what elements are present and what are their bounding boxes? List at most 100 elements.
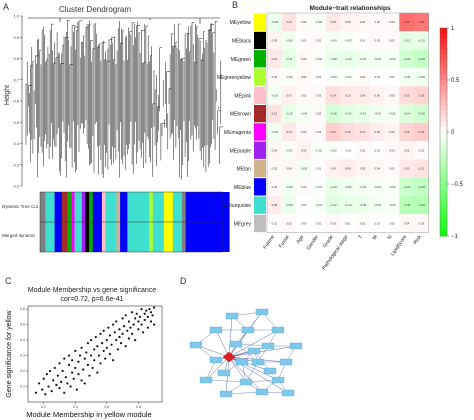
- panel-letter-a: A: [3, 2, 9, 12]
- heatmap-cell: [281, 159, 297, 178]
- network-edge: [205, 379, 247, 383]
- heatmap-cell: [340, 141, 356, 160]
- scatter-ylabel: Gene significance for yellow: [6, 309, 13, 397]
- heatmap-cell-value: −0.08: [359, 203, 367, 207]
- heatmap-cell: [369, 86, 385, 105]
- heatmap-cell-value: 0.02: [316, 112, 322, 116]
- heatmap-cell-value: 0.03: [389, 148, 395, 152]
- heatmap-cell-value: 0.03: [389, 93, 395, 97]
- heatmap-cell: [267, 86, 282, 105]
- heatmap-cell: [399, 13, 414, 32]
- heatmap-cell-value: −0.10: [330, 185, 338, 189]
- network-gene-node: [209, 356, 223, 364]
- heatmap-cell-value: 0.04: [404, 221, 410, 225]
- heatmap-cell: [384, 67, 400, 87]
- heatmap-cell: [267, 159, 282, 178]
- heatmap-cell-value: 0.08: [345, 167, 351, 171]
- heatmap-cell: [414, 31, 429, 50]
- heatmap-cell: [325, 86, 341, 105]
- heatmap-cell-value: 0.58: [419, 20, 425, 24]
- heatmap-cell: [267, 49, 282, 68]
- scatter-point: [45, 373, 49, 376]
- module-swatch: [254, 105, 266, 123]
- ytick-label: 0.2: [13, 184, 19, 189]
- scatter-point: [99, 362, 102, 365]
- heatmap-cell: [325, 67, 341, 87]
- scatter-point: [86, 342, 90, 345]
- trait-column-label: Fustat: [278, 234, 291, 249]
- module-swatch: [254, 159, 266, 178]
- colorbar-step: [440, 173, 447, 180]
- heatmap-cell-value: 0.03: [272, 185, 278, 189]
- network-gene-node: [271, 326, 285, 334]
- scatter-point: [82, 368, 85, 371]
- heatmap-cell: [340, 67, 356, 87]
- heatmap-cell: [267, 67, 282, 87]
- heatmap-cell-value: 0.03: [301, 57, 307, 61]
- dendrogram-tree: [25, 17, 224, 180]
- heatmap-cell-value: 0.03: [301, 130, 307, 134]
- scatter-point: [110, 343, 113, 346]
- heatmap-cell: [311, 196, 326, 215]
- scatter-point: [97, 354, 101, 357]
- heatmap-cell-value: −0.05: [403, 75, 411, 79]
- scatter-point: [91, 366, 94, 370]
- heatmap-cell-value: −0.03: [374, 185, 382, 189]
- network-gene-node: [189, 341, 203, 349]
- ytick-label: 0.7: [13, 77, 19, 82]
- scatter-point: [53, 366, 56, 370]
- colorbar-tick-label: −0.5: [451, 182, 464, 188]
- scatter-point: [44, 393, 47, 396]
- colorbar-step: [440, 111, 447, 117]
- scatter-point: [138, 315, 142, 318]
- module-row-label: MEturquoise: [223, 203, 251, 209]
- heatmap-cell-value: −0.03: [315, 20, 323, 24]
- module-row-label: MEblack: [232, 38, 252, 44]
- heatmap-cell-value: 0.02: [286, 221, 292, 225]
- heatmap-cell: [281, 177, 297, 196]
- network-gene-node: [235, 358, 249, 366]
- module-swatch: [254, 86, 266, 104]
- heatmap-cell: [384, 177, 400, 196]
- network-gene-node: [279, 358, 293, 366]
- heatmap-cell-value: 0.06: [330, 167, 336, 171]
- heatmap-cell: [384, 13, 400, 32]
- heatmap-cell-value: 0.02: [389, 38, 395, 42]
- heatmap-cell-value: 0.02: [360, 221, 366, 225]
- heatmap-cell: [325, 104, 341, 123]
- heatmap-cell-value: −0.02: [344, 75, 352, 79]
- scatter-point: [116, 348, 119, 351]
- heatmap-cell: [296, 196, 312, 215]
- scatter-point: [63, 357, 66, 360]
- colorbar-step: [440, 210, 447, 216]
- scatter-point: [105, 338, 108, 342]
- heatmap-cell: [340, 196, 356, 215]
- colorbar-step: [440, 38, 447, 44]
- trait-column-label: N: [387, 234, 394, 241]
- heatmap-cell: [369, 49, 385, 68]
- network-edge: [228, 356, 263, 393]
- heatmap-cell-value: 0.04: [286, 167, 292, 171]
- trait-column-label: Age: [295, 234, 305, 245]
- scatter-point: [63, 391, 66, 394]
- heatmap-cell-value: −0.20: [403, 57, 411, 61]
- network-edge: [215, 329, 230, 358]
- trait-column-label: Grade: [322, 234, 335, 249]
- heatmap-cell: [399, 122, 414, 142]
- module-trait-heatmap: MEyellow −0.08 0.12 0.02 −0.03 0.09 0.05 0.04 0.…: [217, 12, 429, 271]
- scatter-point: [126, 329, 129, 332]
- scatter-point: [94, 335, 97, 339]
- scatter-point: [151, 314, 154, 317]
- heatmap-cell-value: −0.03: [315, 203, 323, 207]
- module-swatch: [254, 196, 266, 214]
- heatmap-cell: [296, 214, 312, 233]
- heatmap-cell-value: −0.09: [286, 203, 294, 207]
- colorbar-step: [440, 33, 447, 39]
- colorbar-step: [440, 69, 447, 76]
- heatmap-cell-value: 0.06: [301, 148, 307, 152]
- heatmap-cell: [355, 196, 370, 215]
- network-gene-node: [261, 342, 275, 350]
- colorbar-tick-label: 0.5: [451, 78, 460, 84]
- heatmap-cell-value: 0.01: [316, 75, 322, 79]
- ytick-label: 0.4: [13, 141, 19, 146]
